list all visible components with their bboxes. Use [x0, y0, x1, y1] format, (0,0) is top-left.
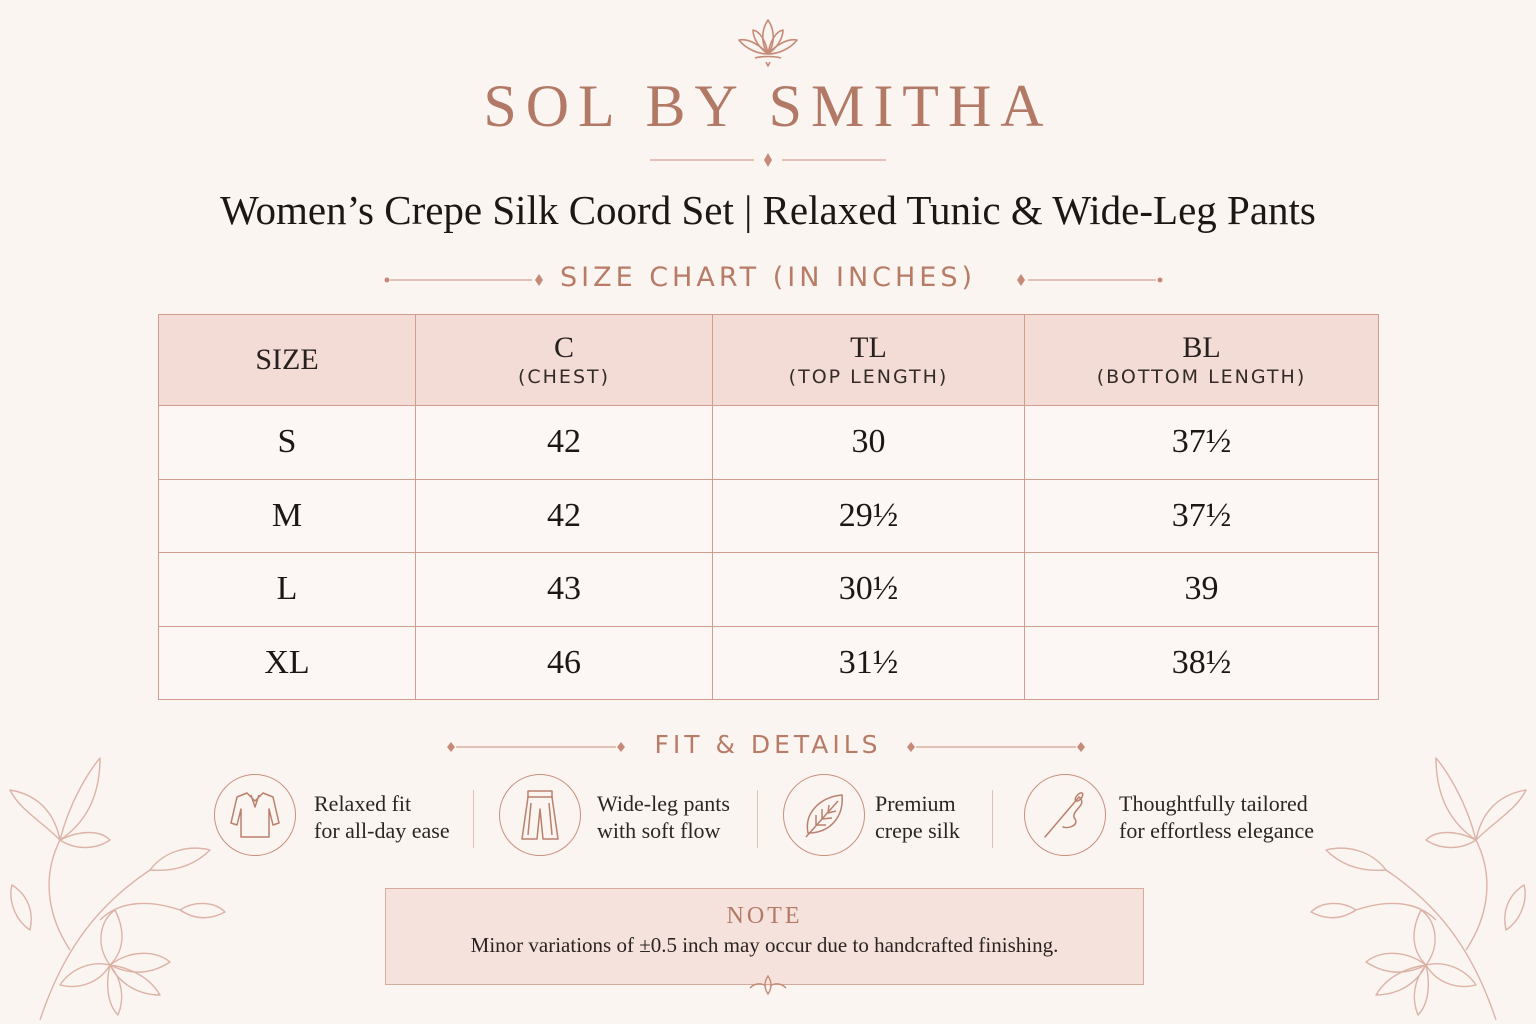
divider-right — [907, 742, 1085, 752]
table-row: L 43 30½ 39 — [158, 552, 1379, 627]
divider-left — [384, 274, 543, 286]
feature-separator — [992, 790, 993, 848]
size-cell: M — [158, 478, 416, 553]
leaf-icon — [805, 794, 843, 838]
column-header-bottom-length: BL (BOTTOM LENGTH) — [1024, 314, 1379, 406]
divider-left — [447, 742, 625, 752]
brand-name: SOL BY SMITHA — [483, 73, 1053, 139]
feature-wide-leg: Wide-leg pants with soft flow — [499, 774, 749, 858]
size-cell: L — [158, 552, 416, 627]
feature-tailored: Thoughtfully tailored for effortless eleg… — [1024, 774, 1334, 858]
top-length-cell: 30 — [712, 405, 1025, 480]
tunic-icon — [230, 792, 280, 838]
feature-line: with soft flow — [597, 818, 721, 843]
size-chart-title: SIZE CHART (IN INCHES) — [559, 262, 977, 293]
note-box: NOTE Minor variations of ±0.5 inch may o… — [385, 888, 1144, 985]
feature-line: Thoughtfully tailored — [1119, 791, 1308, 816]
top-length-cell: 29½ — [712, 478, 1025, 553]
table-row: M 42 29½ 37½ — [158, 478, 1379, 553]
flourish-ornament — [749, 974, 787, 996]
chest-cell: 42 — [415, 478, 713, 553]
table-row: XL 46 31½ 38½ — [158, 625, 1379, 700]
pants-icon — [521, 790, 559, 840]
bottom-length-cell: 39 — [1024, 552, 1379, 627]
floral-decoration-icon — [1310, 757, 1527, 1020]
feature-line: for all-day ease — [314, 818, 450, 843]
feature-relaxed-fit: Relaxed fit for all-day ease — [214, 774, 464, 858]
feature-line: for effortless elegance — [1119, 818, 1315, 843]
feature-line: crepe silk — [875, 818, 960, 843]
feature-separator — [757, 790, 758, 848]
size-cell: S — [158, 405, 416, 480]
divider-right — [1017, 274, 1163, 286]
needle-thread-icon — [1044, 792, 1084, 838]
top-length-cell: 31½ — [712, 625, 1025, 700]
feature-premium-silk: Premium crepe silk — [783, 774, 983, 858]
feature-separator — [473, 790, 474, 848]
product-title: Women’s Crepe Silk Coord Set | Relaxed T… — [220, 187, 1316, 233]
column-header-top-length: TL (TOP LENGTH) — [712, 314, 1025, 406]
feature-line: Relaxed fit — [314, 791, 412, 816]
chest-cell: 42 — [415, 405, 713, 480]
bottom-length-cell: 38½ — [1024, 625, 1379, 700]
lotus-icon — [738, 19, 798, 67]
chest-cell: 43 — [415, 552, 713, 627]
size-cell: XL — [158, 625, 416, 700]
feature-line: Premium — [875, 791, 956, 816]
column-header-size: SIZE — [158, 314, 416, 406]
bottom-length-cell: 37½ — [1024, 405, 1379, 480]
table-header-row: SIZE C (CHEST) TL (TOP LENGTH) BL (BOTTOM L… — [158, 314, 1379, 406]
top-length-cell: 30½ — [712, 552, 1025, 627]
feature-line: Wide-leg pants — [597, 791, 730, 816]
table-row: S 42 30 37½ — [158, 405, 1379, 480]
column-header-chest: C (CHEST) — [415, 314, 713, 406]
chest-cell: 46 — [415, 625, 713, 700]
divider-ornament — [650, 153, 886, 167]
note-title: NOTE — [726, 903, 803, 929]
fit-details-title: FIT & DETAILS — [654, 730, 882, 759]
size-chart-table: SIZE C (CHEST) TL (TOP LENGTH) BL (BOTTOM L… — [158, 314, 1379, 700]
bottom-length-cell: 37½ — [1024, 478, 1379, 553]
note-text: Minor variations of ±0.5 inch may occur … — [470, 933, 1059, 957]
floral-decoration-icon — [9, 757, 226, 1020]
